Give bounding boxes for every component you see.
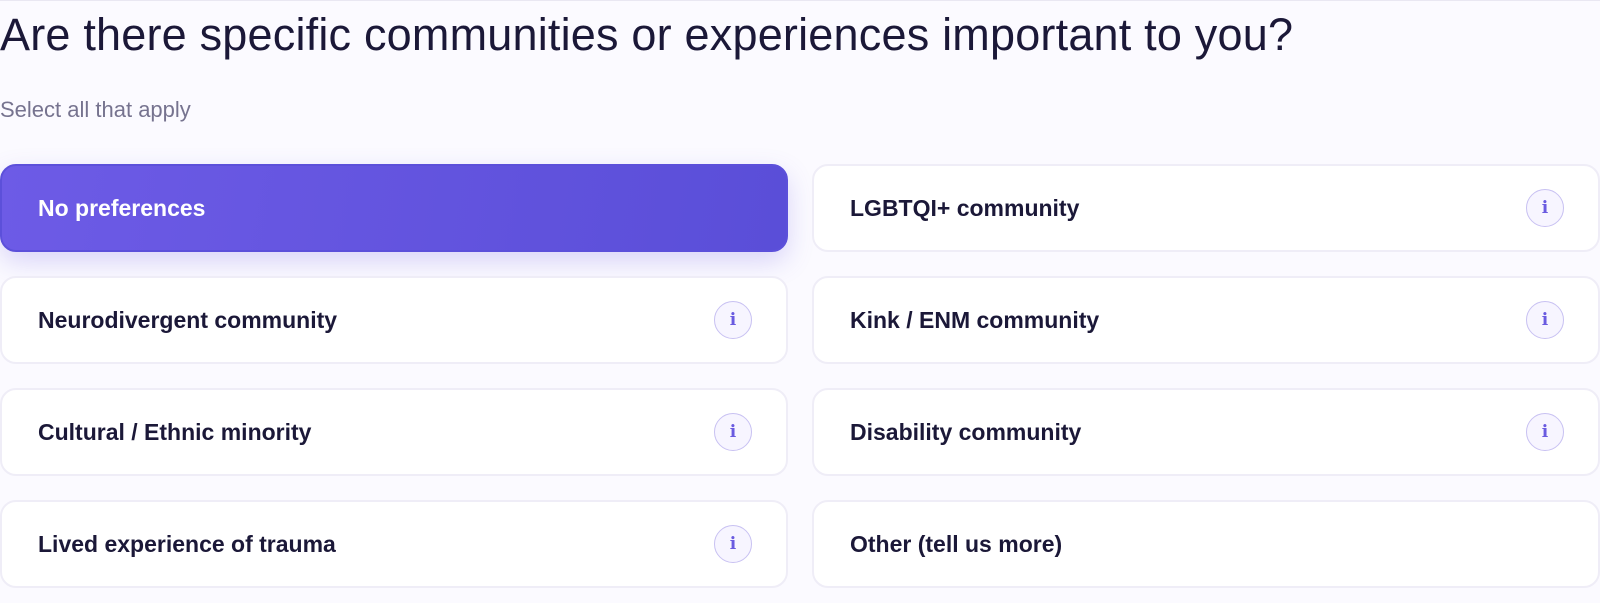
info-icon[interactable]: i xyxy=(1526,189,1564,227)
option-neurodivergent-community[interactable]: Neurodivergent community i xyxy=(0,276,788,364)
option-label: Lived experience of trauma xyxy=(38,530,336,557)
option-other-tell-us-more[interactable]: Other (tell us more) xyxy=(812,500,1600,588)
page-title: Are there specific communities or experi… xyxy=(0,9,1294,60)
options-grid: No preferences LGBTQI+ community i Neuro… xyxy=(0,164,1600,588)
info-icon[interactable]: i xyxy=(714,525,752,563)
option-lgbtqi-community[interactable]: LGBTQI+ community i xyxy=(812,164,1600,252)
option-no-preferences[interactable]: No preferences xyxy=(0,164,788,252)
option-label: Disability community xyxy=(850,418,1082,445)
option-label: LGBTQI+ community xyxy=(850,194,1080,221)
option-label: Cultural / Ethnic minority xyxy=(38,418,312,445)
option-label: No preferences xyxy=(38,194,206,221)
option-lived-experience-of-trauma[interactable]: Lived experience of trauma i xyxy=(0,500,788,588)
info-icon[interactable]: i xyxy=(714,413,752,451)
option-kink-enm-community[interactable]: Kink / ENM community i xyxy=(812,276,1600,364)
option-label: Kink / ENM community xyxy=(850,306,1100,333)
option-disability-community[interactable]: Disability community i xyxy=(812,388,1600,476)
info-icon[interactable]: i xyxy=(714,301,752,339)
info-icon[interactable]: i xyxy=(1526,301,1564,339)
option-label: Other (tell us more) xyxy=(850,530,1063,557)
option-label: Neurodivergent community xyxy=(38,306,338,333)
info-icon[interactable]: i xyxy=(1526,413,1564,451)
page-subtitle: Select all that apply xyxy=(0,97,191,122)
option-cultural-ethnic-minority[interactable]: Cultural / Ethnic minority i xyxy=(0,388,788,476)
